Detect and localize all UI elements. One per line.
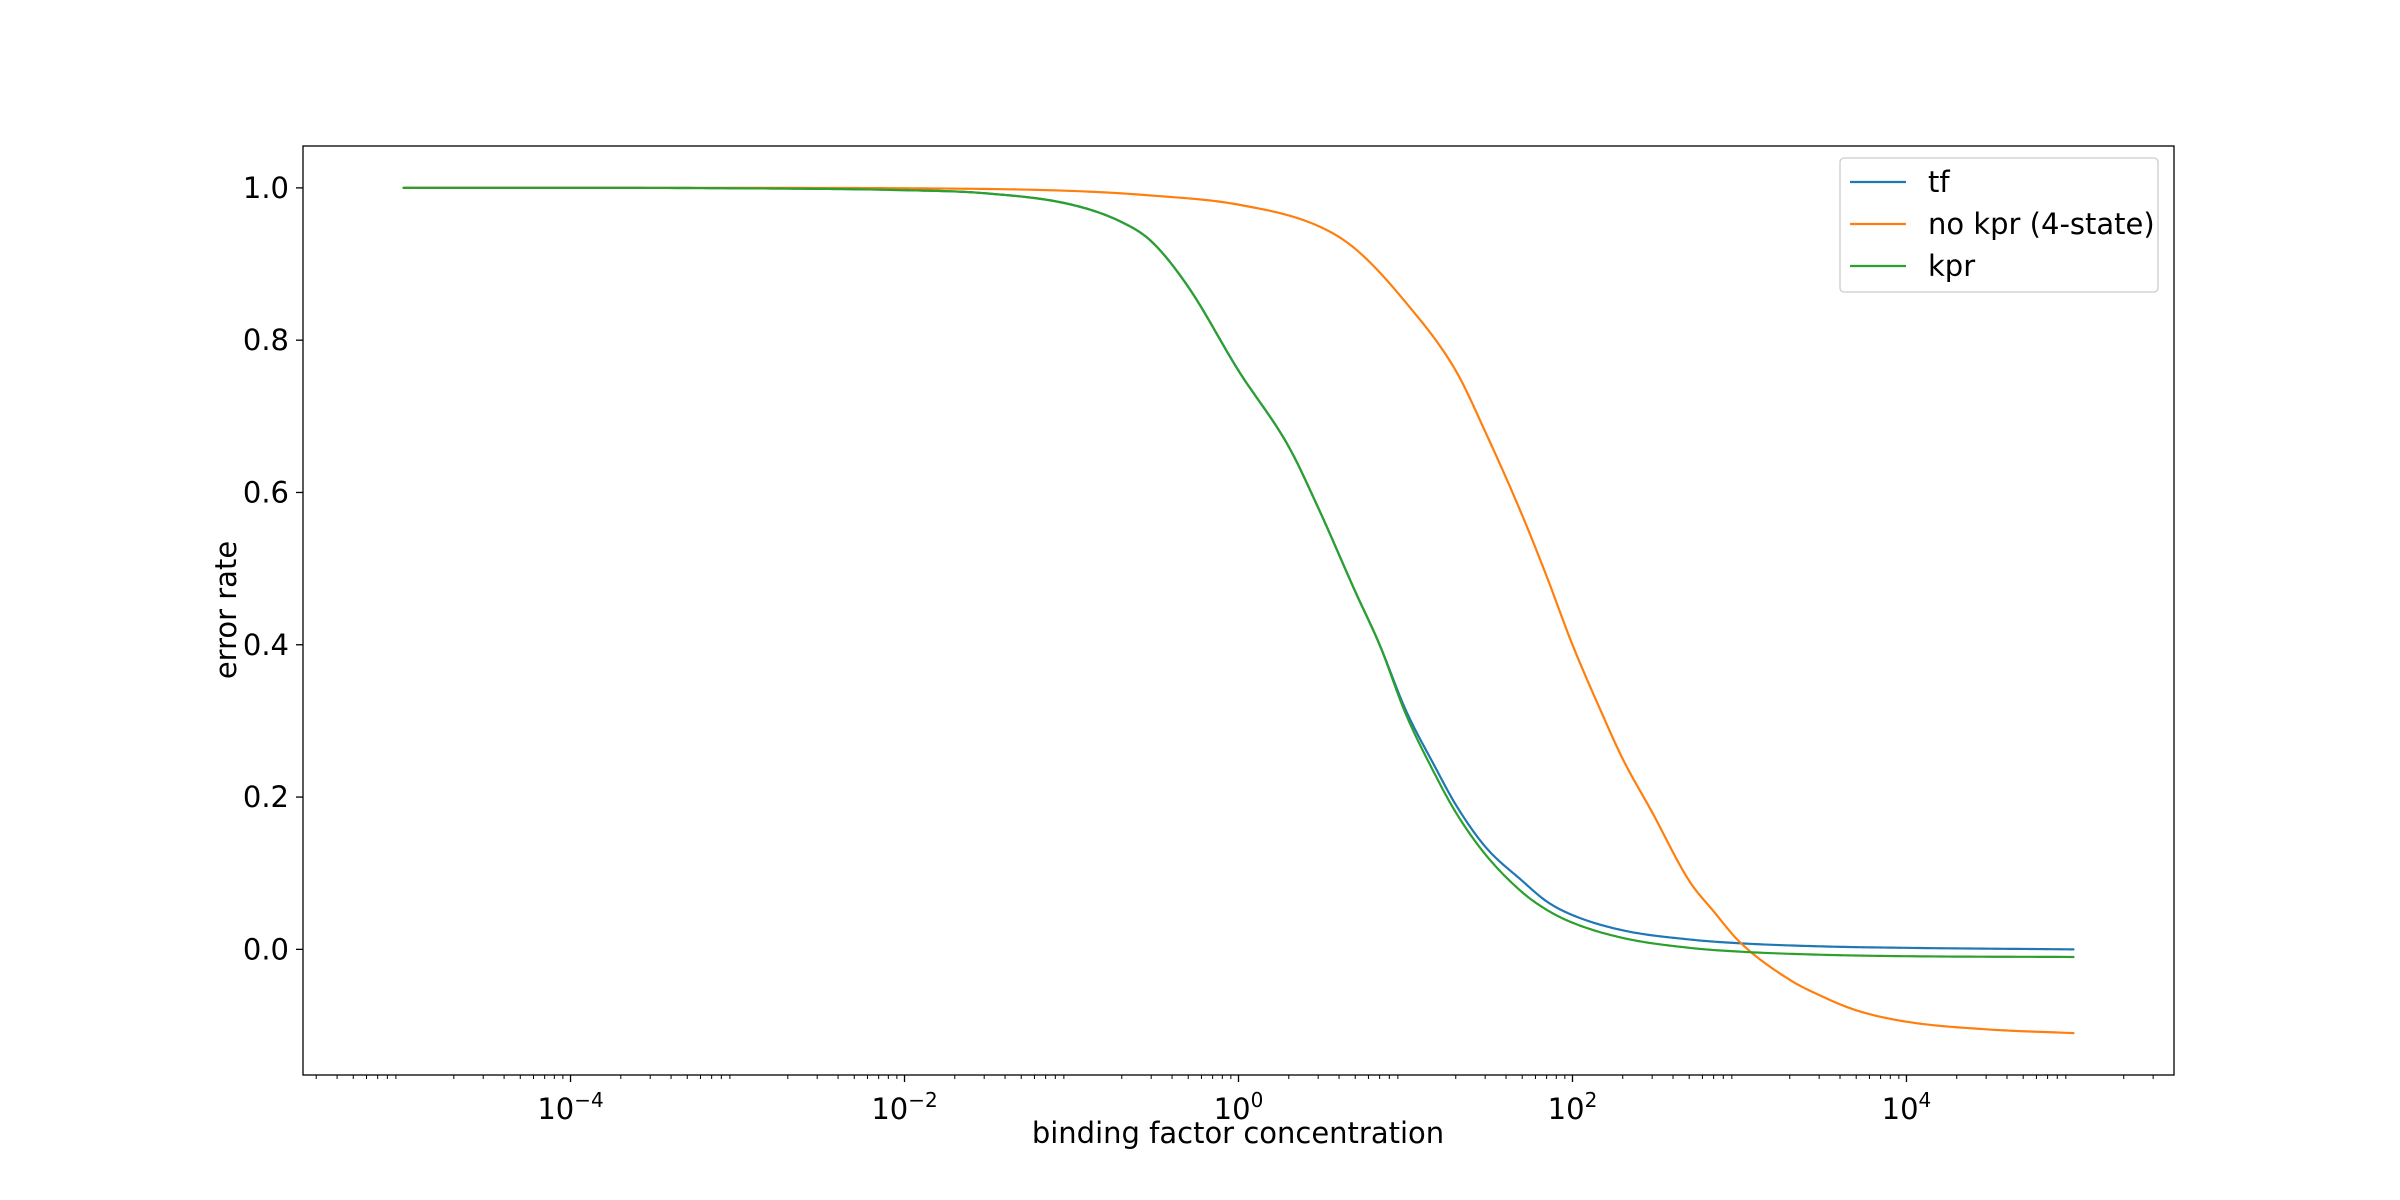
y-tick-label: 0.2: [243, 780, 289, 814]
legend: tf no kpr (4-state) kpr: [1839, 157, 2159, 293]
x-tick-label: 10−2: [871, 1088, 937, 1126]
x-tick-label: 104: [1882, 1088, 1932, 1126]
x-axis-ticks: 10−4 10−2 100 102 104: [315, 1075, 2154, 1126]
series-layer: [402, 186, 2075, 1035]
legend-label: no kpr (4-state): [1928, 207, 2155, 241]
y-axis-label: error rate: [209, 541, 243, 679]
legend-box: [1839, 157, 2159, 293]
x-tick-label: 10−4: [537, 1088, 603, 1126]
x-tick-label: 102: [1548, 1088, 1598, 1126]
y-tick-label: 1.0: [243, 171, 289, 205]
y-tick-label: 0.8: [243, 323, 289, 357]
legend-label: kpr: [1928, 249, 1975, 283]
y-tick-label: 0.6: [243, 475, 289, 509]
series-line-kpr: [402, 186, 2075, 959]
legend-label: tf: [1928, 165, 1950, 199]
y-tick-label: 0.0: [243, 932, 289, 966]
y-axis-ticks: 0.0 0.2 0.4 0.6 0.8 1.0: [243, 171, 303, 966]
x-axis-label: binding factor concentration: [1032, 1116, 1444, 1150]
series-line-no-kpr-4-state: [402, 186, 2075, 1035]
y-tick-label: 0.4: [243, 628, 289, 662]
x-tick-label: 100: [1214, 1088, 1264, 1126]
